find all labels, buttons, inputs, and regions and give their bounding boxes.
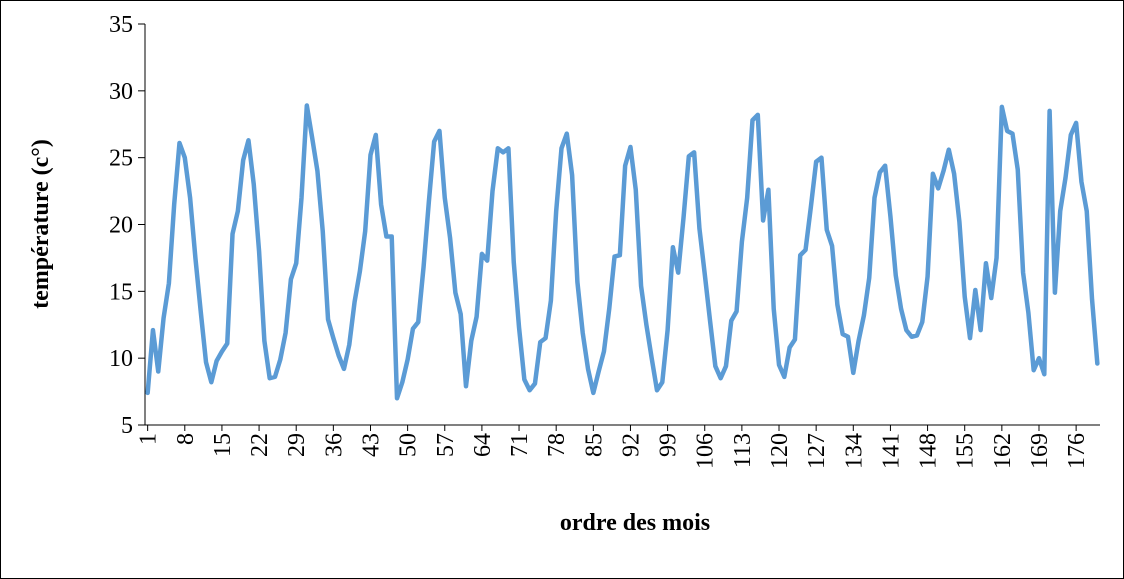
x-tick-label: 141 <box>878 433 904 469</box>
data-line <box>145 103 1100 401</box>
x-tick-label: 113 <box>730 433 756 468</box>
x-tick-label: 134 <box>841 433 867 469</box>
x-tick-label: 1 <box>136 433 162 445</box>
x-tick-label: 78 <box>544 433 570 457</box>
y-tick-label: 15 <box>109 279 133 305</box>
x-tick-label: 106 <box>693 433 719 469</box>
x-tick-label: 36 <box>321 433 347 457</box>
x-tick-label: 71 <box>507 433 533 457</box>
y-tick-label: 20 <box>109 213 133 239</box>
x-tick-label: 162 <box>990 433 1016 469</box>
x-tick-label: 29 <box>284 433 310 457</box>
x-tick-label: 57 <box>433 433 459 457</box>
y-tick-label: 10 <box>109 346 133 372</box>
x-tick-label: 8 <box>173 433 199 445</box>
x-tick-label: 148 <box>916 433 942 469</box>
x-tick-label: 43 <box>358 433 384 457</box>
x-tick-label: 22 <box>247 433 273 457</box>
x-tick-label: 99 <box>656 433 682 457</box>
x-tick-label: 120 <box>767 433 793 469</box>
x-tick-label: 85 <box>581 433 607 457</box>
x-tick-label: 127 <box>804 433 830 469</box>
y-tick-label: 35 <box>109 12 133 38</box>
x-axis-title: ordre des mois <box>560 510 710 536</box>
x-tick-label: 176 <box>1064 433 1090 469</box>
x-tick-label: 64 <box>470 433 496 457</box>
y-tick-label: 30 <box>109 79 133 105</box>
x-tick-label: 155 <box>953 433 979 469</box>
y-axis-title: température (c°) <box>28 139 54 309</box>
x-tick-label: 15 <box>210 433 236 457</box>
x-tick-label: 92 <box>618 433 644 457</box>
y-tick-label: 5 <box>121 413 133 439</box>
x-tick-label: 50 <box>396 433 422 457</box>
x-tick-label: 169 <box>1027 433 1053 469</box>
y-tick-label: 25 <box>109 146 133 172</box>
